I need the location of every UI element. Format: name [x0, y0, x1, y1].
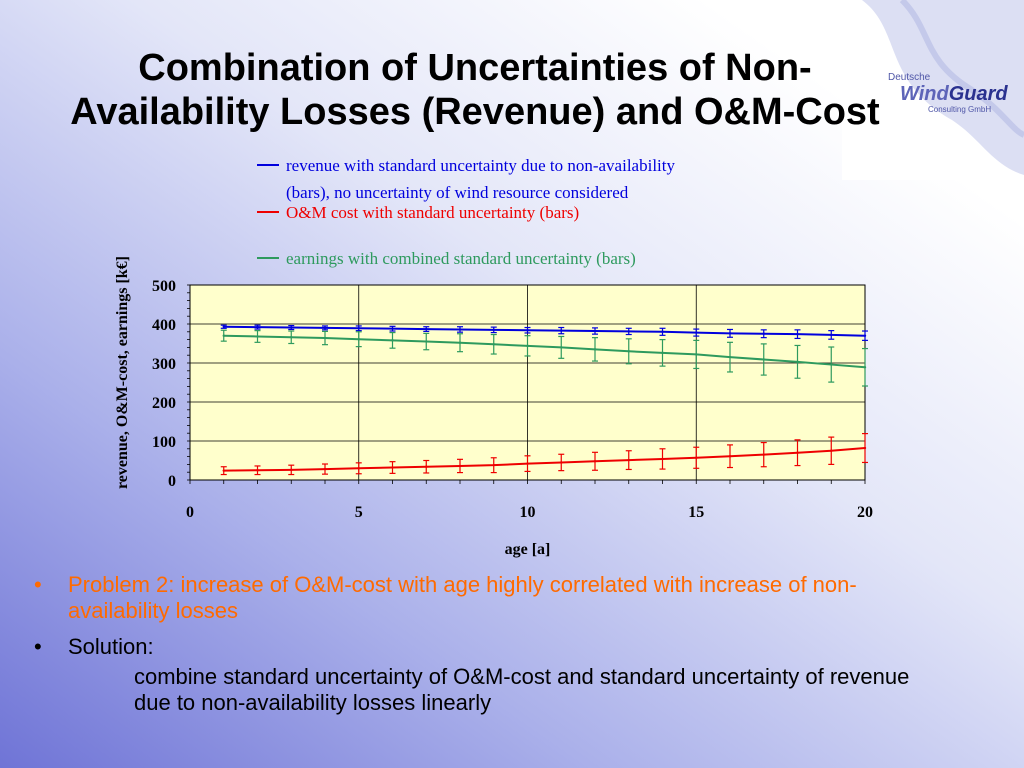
- uncertainty-line-chart: revenue with standard uncertainty due to…: [114, 156, 873, 558]
- logo-text-main: WindGuard: [900, 83, 1008, 105]
- series-3: [220, 329, 868, 387]
- series-1: [220, 324, 868, 341]
- bullet-solution: • Solution:: [28, 634, 928, 660]
- bullet-problem-text: Problem 2: increase of O&M-cost with age…: [68, 572, 857, 623]
- bullet-dot-icon: •: [34, 572, 42, 597]
- logo-text-top: Deutsche: [888, 72, 931, 83]
- series-line: [223, 334, 866, 369]
- y-tick-label: 0: [168, 473, 176, 490]
- series-line: [223, 325, 866, 337]
- series-line: [223, 447, 866, 472]
- x-tick-label: 5: [355, 504, 363, 521]
- x-tick-label: 0: [186, 504, 194, 521]
- x-tick-label: 15: [688, 504, 704, 521]
- logo-swoosh-shape: [862, 0, 1024, 175]
- bullet-solution-text: Solution:: [68, 634, 154, 659]
- x-axis-label: age [a]: [505, 541, 551, 558]
- y-tick-label: 500: [152, 278, 176, 295]
- series-2: [220, 432, 868, 476]
- y-tick-label: 300: [152, 356, 176, 373]
- legend-label: earnings with combined standard uncertai…: [286, 249, 636, 268]
- slide-title: Combination of Uncertainties of Non- Ava…: [0, 46, 950, 134]
- series-layer: [220, 324, 868, 476]
- logo-text-main-b: Guard: [949, 83, 1009, 105]
- logo-swoosh-line: [899, 0, 1024, 138]
- y-axis-label: revenue, O&M-cost, earnings [k€]: [114, 256, 131, 489]
- solution-detail: combine standard uncertainty of O&M-cost…: [134, 664, 910, 715]
- legend-label: (bars), no uncertainty of wind resource …: [286, 183, 629, 202]
- y-tick-label: 200: [152, 395, 176, 412]
- logo-text-main-a: Wind: [900, 83, 949, 105]
- slide-title-line-1: Combination of Uncertainties of Non-: [138, 47, 812, 89]
- bullet-problem: • Problem 2: increase of O&M-cost with a…: [28, 572, 928, 624]
- slide-title-line-2: Availability Losses (Revenue) and O&M-Co…: [70, 91, 880, 133]
- y-tick-label: 100: [152, 434, 176, 451]
- chart-legend: revenue with standard uncertainty due to…: [257, 156, 675, 268]
- legend-label: revenue with standard uncertainty due to…: [286, 156, 675, 175]
- logo-text-bottom: Consulting GmbH: [928, 105, 991, 114]
- x-tick-label: 20: [857, 504, 873, 521]
- company-logo: Deutsche WindGuard Consulting GmbH: [842, 0, 1024, 180]
- bullet-dot-icon: •: [34, 634, 42, 659]
- legend-label: O&M cost with standard uncertainty (bars…: [286, 203, 579, 222]
- y-tick-label: 400: [152, 317, 176, 334]
- x-tick-label: 10: [520, 504, 536, 521]
- bullet-list: • Problem 2: increase of O&M-cost with a…: [28, 572, 928, 716]
